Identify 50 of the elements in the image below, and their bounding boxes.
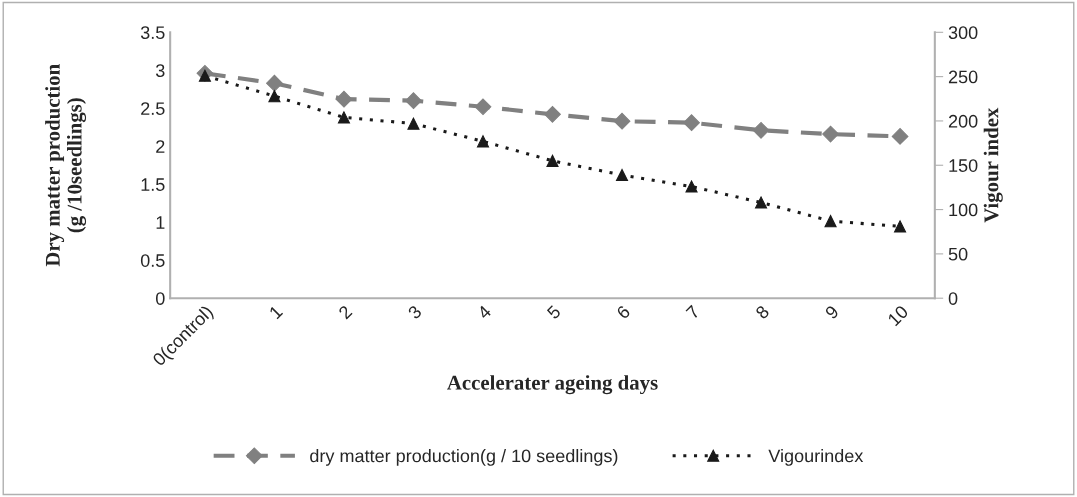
point [613, 112, 631, 130]
point [822, 125, 839, 143]
y-tick-label: 3 [155, 64, 165, 78]
point [754, 196, 768, 209]
y-tick-label: 1.5 [141, 178, 165, 191]
y-axis-title: Dry matter production (g /10seedlings) [45, 64, 87, 267]
x-tick-label: 7 [685, 304, 701, 320]
y-tick-label: 2.5 [141, 102, 165, 115]
point [683, 114, 700, 132]
point [474, 98, 492, 116]
point [615, 168, 629, 182]
x-axis-title: Accelerater ageing days [447, 375, 658, 395]
y2-tick-label: 200 [948, 114, 978, 128]
x-tick-label: 5 [546, 304, 562, 320]
x-tick-label: 1 [268, 304, 284, 320]
legend-label: Vigourindex [768, 449, 864, 466]
point [335, 90, 353, 108]
x-tick-label: 8 [754, 304, 770, 320]
point [752, 121, 770, 139]
point [268, 90, 281, 103]
point [544, 105, 561, 123]
y2-tick-label: 150 [949, 159, 978, 172]
y2-tick-label: 100 [949, 203, 978, 217]
y2-axis-title: Vigour index [983, 107, 1003, 223]
y2-tick-label: 0 [948, 292, 958, 305]
point [891, 128, 909, 145]
y-tick-label: 2 [156, 140, 165, 153]
x-tick-label: 9 [824, 304, 840, 320]
y2-tick-label: 250 [948, 70, 978, 84]
point [685, 180, 698, 193]
y-tick-label: 3.5 [140, 26, 165, 40]
x-tick-label: 4 [476, 304, 492, 320]
point [337, 111, 351, 124]
y2-tick-label: 50 [948, 247, 968, 261]
y-tick-label: 0.5 [140, 254, 165, 267]
y-tick-label: 0 [155, 292, 165, 305]
x-tick-label: 6 [615, 304, 631, 320]
y2-tick-label: 300 [948, 26, 978, 40]
point [894, 220, 907, 233]
x-tick-label: 2 [337, 304, 353, 320]
point [546, 154, 559, 167]
point [407, 117, 420, 130]
point [405, 92, 422, 110]
x-tick-label: 3 [407, 304, 423, 320]
x-tick-label: 10 [887, 304, 909, 327]
point [476, 135, 490, 148]
legend-label: dry matter production(g / 10 seedlings) [310, 449, 618, 466]
y-tick-label: 1 [156, 216, 165, 229]
point [266, 74, 283, 92]
point [824, 215, 837, 228]
